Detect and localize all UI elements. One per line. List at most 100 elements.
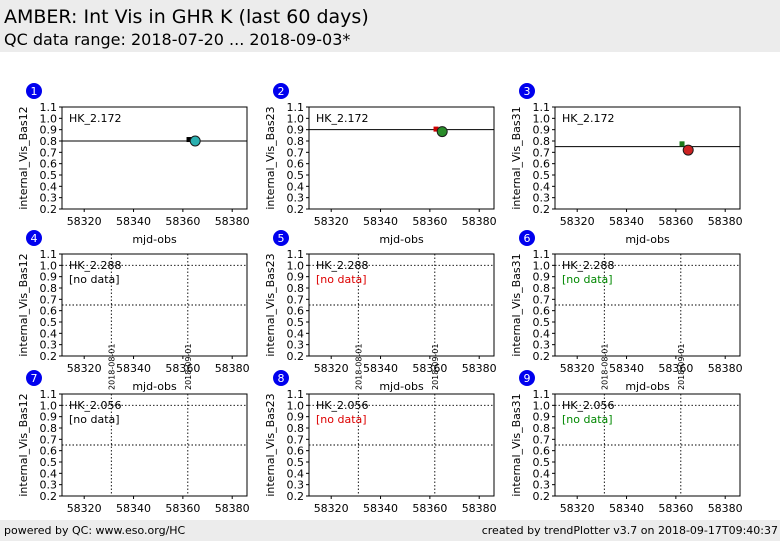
y-tick-label: 0.4: [533, 467, 551, 480]
y-tick-label: 0.5: [40, 169, 58, 182]
chart-panel-8: 8 0.20.30.40.50.60.70.80.91.01.1 58320 5834…: [264, 370, 497, 533]
y-tick-label: 1.0: [533, 399, 551, 412]
y-tick-label: 0.6: [533, 445, 551, 458]
panel-number-badge: [519, 83, 535, 99]
y-tick-label: 0.2: [287, 490, 305, 503]
page-title: AMBER: Int Vis in GHR K (last 60 days): [4, 6, 369, 28]
y-tick-label: 0.8: [40, 135, 58, 148]
x-tick-label: 58340: [116, 502, 151, 515]
x-tick-label: 58380: [462, 215, 497, 228]
hk-label: HK_2.056: [562, 399, 614, 412]
x-tick-label: 58320: [314, 502, 349, 515]
x-tick-label: 58340: [116, 362, 151, 375]
y-tick-label: 0.3: [533, 339, 551, 352]
y-tick-label: 1.1: [287, 248, 305, 261]
panel-number: 7: [31, 372, 38, 385]
hk-label: HK_2.288: [316, 259, 368, 272]
x-tick-label: 58380: [462, 502, 497, 515]
x-tick-label: 58360: [658, 502, 693, 515]
x-tick-label: 58380: [708, 215, 743, 228]
y-tick-label: 1.1: [287, 388, 305, 401]
y-tick-label: 1.1: [533, 248, 551, 261]
y-tick-label: 1.0: [533, 112, 551, 125]
x-axis-label: mjd-obs: [625, 380, 670, 393]
date-line-label: 2018-09-01: [184, 344, 193, 391]
x-tick-label: 58320: [67, 215, 102, 228]
footer-created-by: created by trendPlotter v3.7 on 2018-09-…: [481, 524, 778, 537]
y-tick-label: 0.4: [287, 180, 305, 193]
x-tick-label: 58320: [560, 362, 595, 375]
panel-number: 6: [524, 232, 531, 245]
x-tick-label: 58340: [609, 362, 644, 375]
panel-number-badge: [519, 230, 535, 246]
hk-label: HK_2.172: [562, 112, 614, 125]
y-tick-label: 1.1: [40, 248, 58, 261]
y-tick-label: 0.5: [40, 456, 58, 469]
y-tick-label: 0.5: [533, 316, 551, 329]
y-tick-label: 0.3: [533, 192, 551, 205]
x-axis-label: mjd-obs: [132, 380, 177, 393]
y-tick-label: 0.7: [40, 146, 58, 159]
hk-label: HK_2.056: [316, 399, 368, 412]
y-tick-label: 0.3: [533, 479, 551, 492]
y-tick-label: 0.9: [533, 411, 551, 424]
y-tick-label: 0.4: [533, 327, 551, 340]
date-line-label: 2018-08-01: [600, 344, 609, 391]
y-tick-label: 0.6: [533, 305, 551, 318]
y-tick-label: 1.1: [533, 101, 551, 114]
x-tick-label: 58340: [116, 215, 151, 228]
plot-frame: [61, 253, 248, 357]
y-tick-label: 0.2: [40, 203, 58, 216]
y-axis-label: internal_Vis_Bas31: [510, 253, 523, 356]
y-tick-label: 0.4: [533, 180, 551, 193]
y-tick-label: 0.8: [40, 282, 58, 295]
y-tick-label: 0.2: [533, 350, 551, 363]
y-tick-label: 0.8: [287, 135, 305, 148]
y-tick-label: 1.0: [533, 259, 551, 272]
x-tick-label: 58380: [708, 502, 743, 515]
y-tick-label: 0.8: [533, 135, 551, 148]
y-axis-label: internal_Vis_Bas23: [264, 393, 277, 496]
y-tick-label: 0.3: [40, 339, 58, 352]
y-tick-label: 0.3: [40, 192, 58, 205]
plot-frame: [554, 106, 741, 210]
y-tick-label: 1.0: [40, 112, 58, 125]
no-data-label: [no data]: [316, 413, 367, 426]
panel-number-badge: [519, 370, 535, 386]
no-data-label: [no data]: [562, 413, 613, 426]
y-tick-label: 0.9: [287, 124, 305, 137]
date-line-label: 2018-09-01: [431, 344, 440, 391]
panel-number: 9: [524, 372, 531, 385]
x-tick-label: 58340: [609, 215, 644, 228]
y-tick-label: 1.1: [287, 101, 305, 114]
y-tick-label: 0.6: [533, 158, 551, 171]
y-tick-label: 1.0: [287, 112, 305, 125]
plot-frame: [554, 393, 741, 497]
y-tick-label: 0.6: [40, 158, 58, 171]
y-tick-label: 1.1: [40, 101, 58, 114]
y-tick-label: 0.6: [287, 305, 305, 318]
y-tick-label: 0.8: [287, 422, 305, 435]
x-tick-label: 58320: [314, 215, 349, 228]
y-tick-label: 0.6: [40, 305, 58, 318]
y-tick-label: 0.9: [533, 124, 551, 137]
plot-frame: [308, 106, 495, 210]
y-tick-label: 0.7: [287, 293, 305, 306]
y-tick-label: 0.7: [287, 433, 305, 446]
x-tick-label: 58360: [412, 502, 447, 515]
y-axis-label: internal_Vis_Bas31: [510, 106, 523, 209]
y-tick-label: 0.5: [287, 169, 305, 182]
data-point: [433, 126, 439, 132]
data-point: [682, 144, 694, 156]
y-axis-label: internal_Vis_Bas12: [17, 106, 30, 209]
x-tick-label: 58380: [215, 502, 250, 515]
y-tick-label: 1.0: [40, 259, 58, 272]
x-axis-label: mjd-obs: [379, 380, 424, 393]
no-data-label: [no data]: [316, 273, 367, 286]
y-tick-label: 0.6: [287, 158, 305, 171]
y-axis-label: internal_Vis_Bas23: [264, 106, 277, 209]
panel-number: 3: [524, 85, 531, 98]
